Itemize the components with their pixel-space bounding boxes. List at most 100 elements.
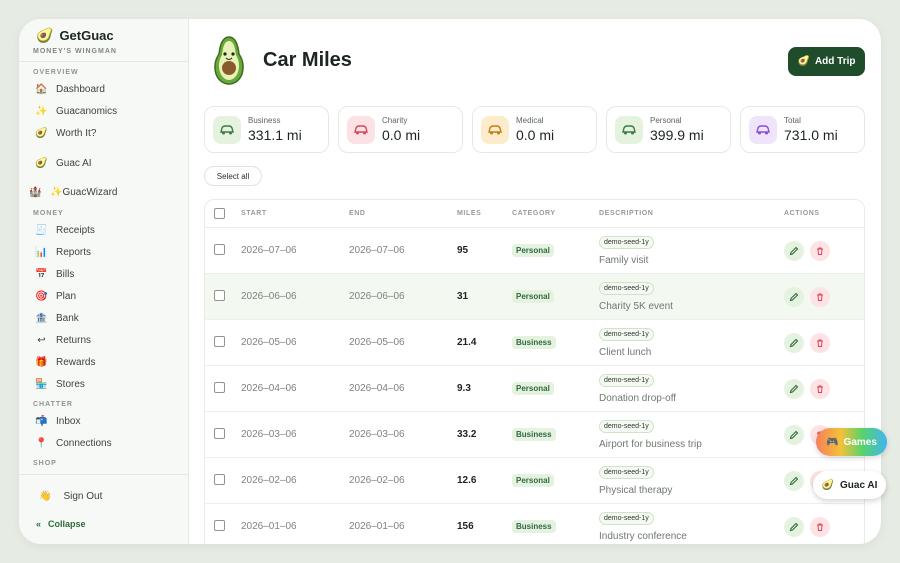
car-icon (213, 116, 241, 144)
section-label-shop: SHOP (33, 460, 57, 467)
delete-button[interactable] (810, 379, 830, 399)
pencil-icon (789, 476, 799, 486)
row-checkbox[interactable] (214, 336, 225, 347)
row-checkbox[interactable] (214, 382, 225, 393)
delete-button[interactable] (810, 287, 830, 307)
row-checkbox[interactable] (214, 520, 225, 531)
avocado-chat-icon: 🥑 (35, 158, 48, 169)
table-row[interactable]: 2026–05–06 2026–05–06 21.4 Business demo-see… (205, 320, 864, 366)
pencil-icon (789, 522, 799, 532)
miles-value: 95 (457, 245, 469, 256)
row-checkbox[interactable] (214, 474, 225, 485)
table-row[interactable]: 2026–03–06 2026–03–06 33.2 Business demo-see… (205, 412, 864, 458)
stat-card-charity: Charity 0.0 mi (338, 106, 463, 153)
delete-button[interactable] (810, 241, 830, 261)
add-trip-button[interactable]: 🥑 Add Trip (788, 47, 865, 76)
trips-table: START END MILES CATEGORY DESCRIPTION ACT… (204, 199, 865, 544)
sidebar-item-receipts[interactable]: 🧾 Receipts (35, 225, 95, 236)
sidebar-item-reports[interactable]: 📊 Reports (35, 247, 92, 258)
select-all-checkbox[interactable] (214, 208, 225, 219)
start-date: 2026–06–06 (241, 291, 297, 302)
games-button[interactable]: 🎮 Games (816, 428, 887, 456)
edit-button[interactable] (784, 379, 804, 399)
guac-ai-button[interactable]: 🥑 Guac AI (813, 471, 886, 499)
description-text: Donation drop-off (599, 393, 677, 404)
sidebar-item-worth-it[interactable]: 🥑 Worth It? (35, 128, 97, 139)
avocado-icon: 🥑 (821, 479, 835, 491)
double-chevron-left-icon: « (36, 519, 42, 529)
edit-button[interactable] (784, 425, 804, 445)
edit-button[interactable] (784, 241, 804, 261)
column-header-description[interactable]: DESCRIPTION (599, 210, 654, 217)
category-badge: Business (512, 428, 556, 441)
column-header-category[interactable]: CATEGORY (512, 210, 556, 217)
column-header-actions: ACTIONS (784, 210, 820, 217)
miles-value: 12.6 (457, 475, 477, 486)
sidebar: 🥑 GetGuac MONEY'S WINGMAN OVERVIEW 🏠 Dash… (19, 19, 189, 544)
table-row[interactable]: 2026–01–06 2026–01–06 156 Business demo-seed… (205, 504, 864, 544)
sidebar-item-rewards[interactable]: 🎁 Rewards (35, 357, 96, 368)
stat-card-personal: Personal 399.9 mi (606, 106, 731, 153)
bank-icon: 🏦 (35, 313, 48, 324)
row-checkbox[interactable] (214, 244, 225, 255)
sidebar-item-guacwizard[interactable]: 🏰 ✨GuacWizard (29, 187, 118, 198)
sidebar-item-guacanomics[interactable]: ✨ Guacanomics (35, 106, 118, 117)
stat-card-medical: Medical 0.0 mi (472, 106, 597, 153)
sign-out-button[interactable]: 👋 Sign Out (39, 491, 103, 502)
stat-value: 731.0 mi (784, 127, 838, 143)
sidebar-item-plan[interactable]: 🎯 Plan (35, 291, 77, 302)
sidebar-item-returns[interactable]: ↩ Returns (35, 335, 91, 346)
brand[interactable]: 🥑 GetGuac (36, 27, 114, 44)
pencil-icon (789, 246, 799, 256)
column-header-miles[interactable]: MILES (457, 210, 482, 217)
page-title: Car Miles (263, 49, 352, 71)
car-icon (615, 116, 643, 144)
pencil-icon (789, 384, 799, 394)
pencil-icon (789, 430, 799, 440)
divider (19, 61, 189, 62)
avocado-logo-icon: 🥑 (36, 27, 54, 43)
table-row[interactable]: 2026–02–06 2026–02–06 12.6 Personal demo-see… (205, 458, 864, 504)
miles-value: 156 (457, 521, 474, 532)
sidebar-item-stores[interactable]: 🏪 Stores (35, 379, 85, 390)
table-header: START END MILES CATEGORY DESCRIPTION ACT… (205, 200, 864, 228)
edit-button[interactable] (784, 333, 804, 353)
sidebar-item-inbox[interactable]: 📬 Inbox (35, 416, 81, 427)
stat-card-business: Business 331.1 mi (204, 106, 329, 153)
start-date: 2026–05–06 (241, 337, 297, 348)
select-all-button[interactable]: Select all (204, 166, 262, 186)
edit-button[interactable] (784, 287, 804, 307)
edit-button[interactable] (784, 471, 804, 491)
category-badge: Personal (512, 244, 554, 257)
category-badge: Personal (512, 382, 554, 395)
category-badge: Personal (512, 290, 554, 303)
delete-button[interactable] (810, 517, 830, 537)
avocado-icon: 🥑 (35, 128, 48, 139)
table-row[interactable]: 2026–04–06 2026–04–06 9.3 Personal demo-seed… (205, 366, 864, 412)
row-checkbox[interactable] (214, 290, 225, 301)
table-row[interactable]: 2026–06–06 2026–06–06 31 Personal demo-seed-… (205, 274, 864, 320)
stat-value: 0.0 mi (382, 127, 421, 143)
sidebar-item-dashboard[interactable]: 🏠 Dashboard (35, 84, 105, 95)
description-tag: demo-seed-1y (599, 420, 654, 433)
trash-icon (817, 523, 823, 531)
stat-value: 331.1 mi (248, 127, 302, 143)
sidebar-item-bills[interactable]: 📅 Bills (35, 269, 75, 280)
collapse-button[interactable]: «Collapse (36, 519, 86, 529)
edit-button[interactable] (784, 517, 804, 537)
pin-icon: 📍 (35, 438, 48, 449)
table-row[interactable]: 2026–07–06 2026–07–06 95 Personal demo-seed-… (205, 228, 864, 274)
sidebar-item-connections[interactable]: 📍 Connections (35, 438, 112, 449)
row-checkbox[interactable] (214, 428, 225, 439)
miles-value: 21.4 (457, 337, 477, 348)
sidebar-item-guac-ai[interactable]: 🥑 Guac AI (35, 158, 92, 169)
column-header-end[interactable]: END (349, 210, 366, 217)
section-label-overview: OVERVIEW (33, 69, 79, 76)
end-date: 2026–04–06 (349, 383, 405, 394)
delete-button[interactable] (810, 333, 830, 353)
trash-icon (817, 339, 823, 347)
sidebar-item-bank[interactable]: 🏦 Bank (35, 313, 79, 324)
trash-icon (817, 385, 823, 393)
column-header-start[interactable]: START (241, 210, 267, 217)
description-text: Charity 5K event (599, 301, 673, 312)
